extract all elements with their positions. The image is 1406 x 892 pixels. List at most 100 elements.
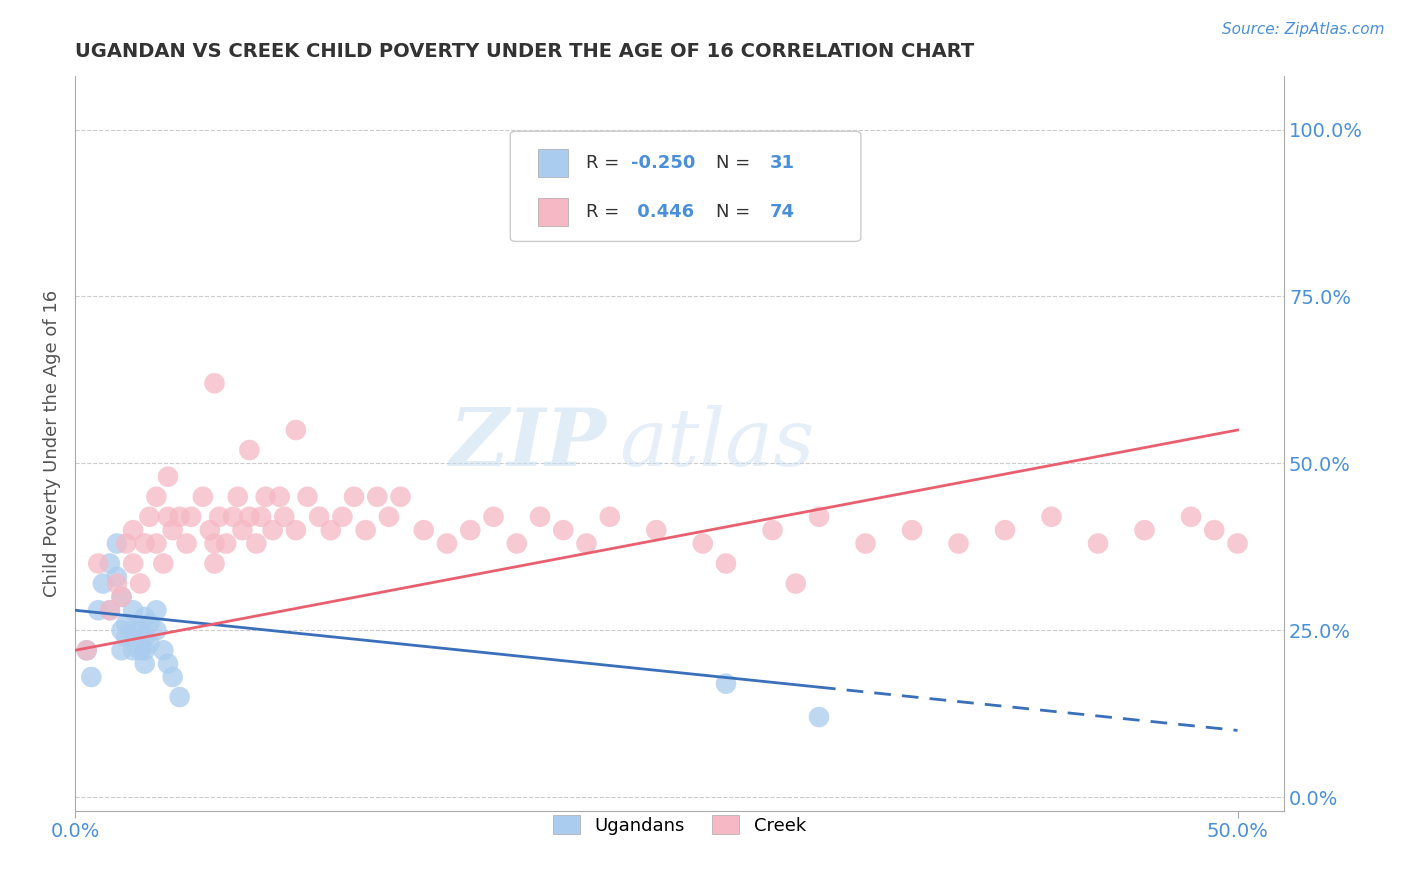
Legend: Ugandans, Creek: Ugandans, Creek [546, 808, 813, 842]
Point [269, 490, 291, 504]
Point [506, 536, 529, 550]
Point [122, 643, 145, 657]
Point [152, 557, 174, 571]
Point [575, 536, 598, 550]
Point [138, 509, 160, 524]
Point [1087, 536, 1109, 550]
Point [204, 536, 226, 550]
Point [808, 509, 831, 524]
Point [262, 523, 284, 537]
FancyBboxPatch shape [538, 198, 568, 227]
Point [110, 643, 132, 657]
Point [308, 509, 330, 524]
Point [105, 536, 128, 550]
Point [273, 509, 295, 524]
Point [180, 509, 202, 524]
Point [129, 624, 152, 638]
Point [198, 523, 221, 537]
Point [226, 490, 249, 504]
Point [222, 509, 245, 524]
Point [208, 509, 231, 524]
Text: N =: N = [716, 153, 749, 172]
Point [115, 616, 138, 631]
Text: 31: 31 [770, 153, 796, 172]
Point [389, 490, 412, 504]
Point [134, 657, 156, 671]
Point [76, 643, 98, 657]
Point [238, 509, 260, 524]
Point [156, 509, 179, 524]
Point [378, 509, 401, 524]
Point [1040, 509, 1063, 524]
Point [98, 603, 121, 617]
Point [162, 670, 184, 684]
Point [354, 523, 377, 537]
Point [122, 624, 145, 638]
Point [134, 643, 156, 657]
Point [134, 630, 156, 644]
Point [169, 509, 191, 524]
Point [714, 676, 737, 690]
Point [105, 570, 128, 584]
Point [204, 376, 226, 391]
Point [152, 643, 174, 657]
Text: N =: N = [716, 203, 749, 221]
Text: R =: R = [586, 153, 620, 172]
Point [129, 576, 152, 591]
Point [692, 536, 714, 550]
Point [122, 603, 145, 617]
Point [204, 557, 226, 571]
Point [176, 536, 198, 550]
Point [215, 536, 238, 550]
Point [145, 603, 167, 617]
Text: 0.446: 0.446 [631, 203, 695, 221]
Point [761, 523, 783, 537]
Point [553, 523, 575, 537]
Point [714, 557, 737, 571]
Point [599, 202, 621, 217]
Point [366, 490, 388, 504]
Point [436, 536, 458, 550]
Point [284, 523, 307, 537]
FancyBboxPatch shape [538, 149, 568, 177]
Point [529, 509, 551, 524]
Point [1133, 523, 1156, 537]
Text: ZIP: ZIP [450, 405, 607, 482]
Point [458, 523, 481, 537]
Y-axis label: Child Poverty Under the Age of 16: Child Poverty Under the Age of 16 [44, 290, 60, 597]
Text: Source: ZipAtlas.com: Source: ZipAtlas.com [1222, 22, 1385, 37]
Point [98, 603, 121, 617]
Point [855, 536, 877, 550]
Point [1226, 536, 1249, 550]
Text: -0.250: -0.250 [631, 153, 696, 172]
Point [343, 490, 366, 504]
Point [994, 523, 1017, 537]
Point [87, 603, 110, 617]
FancyBboxPatch shape [510, 131, 860, 242]
Point [122, 557, 145, 571]
Point [105, 576, 128, 591]
Point [1204, 523, 1226, 537]
Point [115, 630, 138, 644]
Point [231, 523, 253, 537]
Point [412, 523, 434, 537]
Point [80, 670, 103, 684]
Point [76, 643, 98, 657]
Point [134, 610, 156, 624]
Point [87, 557, 110, 571]
Point [645, 523, 668, 537]
Point [785, 576, 807, 591]
Point [162, 523, 184, 537]
Point [948, 536, 970, 550]
Text: UGANDAN VS CREEK CHILD POVERTY UNDER THE AGE OF 16 CORRELATION CHART: UGANDAN VS CREEK CHILD POVERTY UNDER THE… [75, 42, 974, 61]
Point [245, 536, 267, 550]
Point [482, 509, 505, 524]
Point [145, 624, 167, 638]
Point [110, 590, 132, 604]
Point [332, 509, 354, 524]
Point [238, 443, 260, 458]
Text: atlas: atlas [619, 405, 814, 482]
Point [1180, 509, 1202, 524]
Point [138, 637, 160, 651]
Text: R =: R = [586, 203, 620, 221]
